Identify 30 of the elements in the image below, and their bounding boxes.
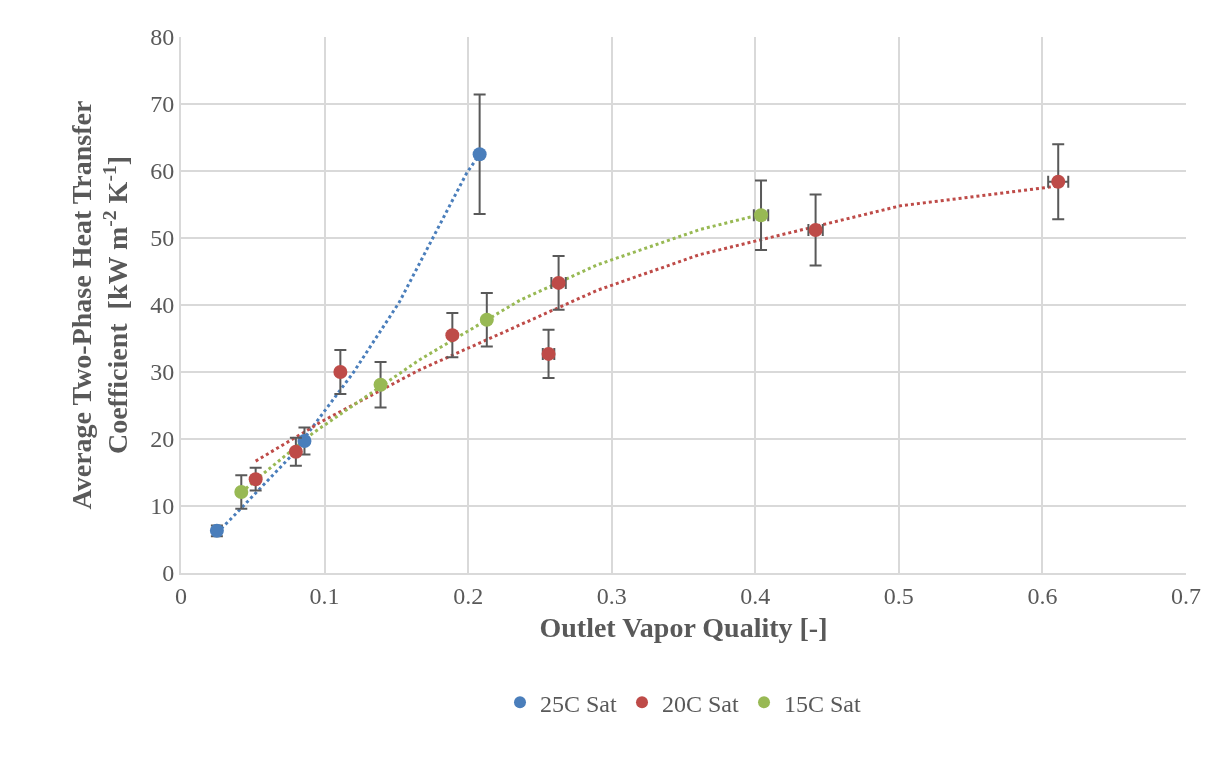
- x-tick-label: 0.7: [1171, 582, 1201, 609]
- point: [248, 472, 263, 487]
- y-tick-label: 50: [150, 225, 175, 252]
- x-tick-label: 0.4: [740, 582, 771, 609]
- x-tick-label: 0.3: [596, 582, 627, 609]
- point: [333, 365, 348, 379]
- y-tick-label: 60: [150, 158, 175, 185]
- point: [445, 328, 460, 343]
- point: [1051, 174, 1066, 189]
- y-tick-label: 20: [150, 426, 175, 453]
- x-axis-title: Outlet Vapor Quality [-]: [539, 612, 828, 644]
- y-tick-label: 0: [162, 560, 175, 587]
- point: [479, 312, 494, 327]
- y-tick-label: 30: [150, 359, 175, 386]
- x-tick-label: 0.1: [309, 582, 340, 609]
- point: [472, 147, 487, 162]
- y-tick-label: 10: [150, 493, 175, 520]
- legend-label: 25C Sat: [540, 690, 618, 717]
- y-tick-label: 40: [150, 292, 175, 319]
- x-tick-label: 0.5: [883, 582, 914, 609]
- point: [234, 484, 249, 499]
- x-tick-label: 0.6: [1027, 582, 1058, 609]
- point: [288, 444, 303, 459]
- legend-label: 20C Sat: [662, 690, 740, 717]
- point: [373, 377, 388, 392]
- y-tick-label: 80: [150, 24, 175, 51]
- legend-label: 15C Sat: [784, 690, 862, 717]
- x-tick-label: 0.2: [453, 582, 484, 609]
- point: [297, 434, 312, 448]
- y-tick-label: 70: [150, 91, 175, 118]
